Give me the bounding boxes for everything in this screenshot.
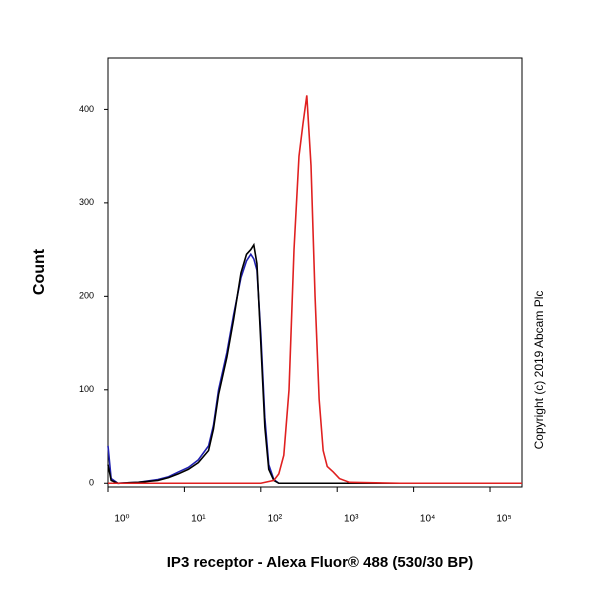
histogram-line [107, 242, 522, 485]
y-tick-label: 100 [79, 384, 94, 394]
y-tick-label: 200 [79, 291, 94, 301]
x-tick-label: 10² [268, 514, 283, 525]
x-tick-label: 10⁵ [496, 514, 511, 525]
x-tick-label: 10⁴ [420, 514, 435, 525]
y-tick-label: 400 [79, 104, 94, 114]
x-axis-label: IP3 receptor - Alexa Fluor® 488 (530/30 … [167, 554, 473, 571]
x-tick-label: 10¹ [191, 514, 206, 525]
y-axis-label: Count [31, 248, 48, 295]
x-tick-label: 10⁰ [114, 514, 129, 525]
y-tick-label: 300 [79, 197, 94, 207]
y-tick-label: 0 [89, 478, 94, 488]
x-tick-label: 10³ [344, 514, 359, 525]
copyright: Copyright (c) 2019 Abcam Plc [532, 291, 546, 450]
plot-frame [107, 57, 523, 488]
histogram-line [108, 95, 522, 485]
